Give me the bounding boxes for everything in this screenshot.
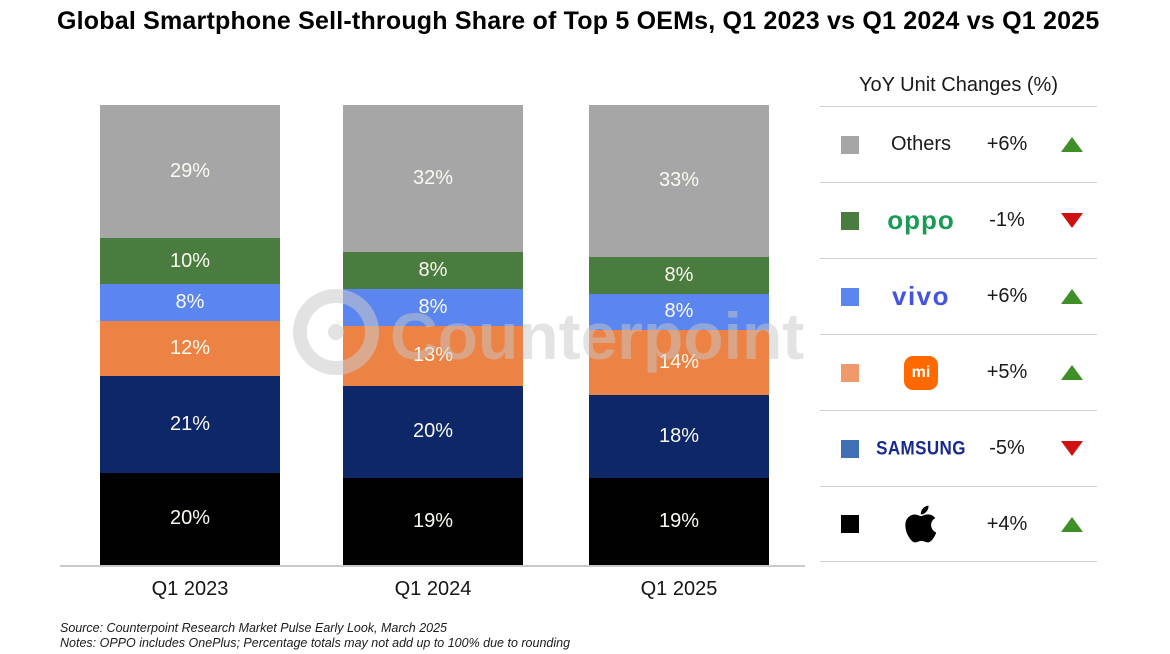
bar-segment-oppo: 8%	[589, 256, 769, 294]
bar-segment-oppo: 8%	[343, 252, 523, 289]
footer-source-line: Source: Counterpoint Research Market Pul…	[60, 621, 447, 635]
brand-area: mi	[867, 355, 975, 390]
bar-segment-oppo: 10%	[100, 238, 280, 285]
segment-value-label: 19%	[658, 509, 700, 532]
yoy-change-value: -1%	[989, 209, 1025, 231]
color-swatch-samsung	[841, 439, 859, 458]
segment-value-label: 19%	[412, 509, 454, 532]
segment-value-label: 14%	[658, 351, 700, 374]
segment-value-label: 20%	[412, 420, 454, 443]
bar-segment-others: 29%	[100, 105, 280, 239]
bar-segment-others: 32%	[343, 105, 523, 253]
up-triangle-icon	[1061, 137, 1083, 152]
segment-value-label: 21%	[169, 413, 211, 436]
bar-segment-samsung: 21%	[100, 376, 280, 473]
bar-segment-xiaomi: 13%	[343, 325, 523, 386]
bar-segment-xiaomi: 14%	[589, 330, 769, 395]
stacked-bar-q1-2024: 32% 8% 8% 13% 20% 19%	[343, 105, 523, 565]
segment-value-label: 8%	[664, 300, 694, 323]
legend-rows: Others +6% oppo -1% vivo +6% mi +5% SAMSUNG -5% +4…	[820, 106, 1097, 562]
legend-title: YoY Unit Changes (%)	[858, 74, 1058, 96]
legend-row-samsung: SAMSUNG -5%	[820, 410, 1097, 486]
stacked-bar-q1-2023: 29% 10% 8% 12% 21% 20%	[100, 105, 280, 565]
stacked-bar-q1-2025: 33% 8% 8% 14% 18% 19%	[589, 105, 769, 565]
segment-value-label: 10%	[169, 249, 211, 272]
others-label: Others	[890, 133, 952, 155]
segment-value-label: 33%	[658, 169, 700, 192]
bar-segment-xiaomi: 12%	[100, 321, 280, 377]
yoy-change-value: -5%	[989, 437, 1025, 459]
segment-value-label: 8%	[664, 263, 694, 286]
vivo-logo: vivo	[891, 281, 951, 311]
segment-value-label: 18%	[658, 424, 700, 447]
x-axis-label-q1-2025: Q1 2025	[640, 578, 718, 600]
apple-logo-icon	[905, 503, 937, 545]
legend-row-vivo: vivo +6%	[820, 258, 1097, 334]
legend-row-xiaomi: mi +5%	[820, 334, 1097, 410]
bar-segment-samsung: 18%	[589, 394, 769, 478]
legend-row-oppo: oppo -1%	[820, 182, 1097, 258]
bar-segment-apple: 19%	[589, 477, 769, 565]
mi-glyph: mi	[911, 363, 931, 381]
down-triangle-icon	[1061, 441, 1083, 456]
segment-value-label: 8%	[418, 259, 448, 282]
segment-value-label: 32%	[412, 167, 454, 190]
up-triangle-icon	[1061, 289, 1083, 304]
brand-area: vivo	[867, 281, 975, 312]
color-swatch-vivo	[841, 287, 859, 306]
yoy-change-value: +6%	[986, 285, 1028, 307]
x-axis-label-q1-2023: Q1 2023	[151, 578, 229, 600]
segment-value-label: 8%	[418, 295, 448, 318]
legend-row-apple: +4%	[820, 486, 1097, 562]
bar-segment-apple: 19%	[343, 477, 523, 565]
down-triangle-icon	[1061, 213, 1083, 228]
footer-notes: Source: Counterpoint Research Market Pul…	[60, 621, 570, 650]
bar-segment-vivo: 8%	[589, 293, 769, 331]
legend-row-others: Others +6%	[820, 106, 1097, 182]
up-triangle-icon	[1061, 365, 1083, 380]
page-title: Global Smartphone Sell-through Share of …	[57, 7, 1100, 35]
counterpoint-logo-dot-icon	[328, 324, 344, 340]
color-swatch-apple	[841, 515, 859, 533]
yoy-change-value: +6%	[986, 133, 1028, 155]
bar-segment-samsung: 20%	[343, 385, 523, 478]
color-swatch-xiaomi	[841, 363, 859, 382]
segment-value-label: 20%	[169, 507, 211, 530]
brand-area: SAMSUNG	[867, 437, 975, 459]
samsung-logo: SAMSUNG	[876, 437, 966, 459]
bar-segment-apple: 20%	[100, 472, 280, 565]
yoy-change-value: +5%	[986, 361, 1028, 383]
bar-segment-vivo: 8%	[100, 284, 280, 322]
yoy-legend: YoY Unit Changes (%) Others +6% oppo -1% viv…	[820, 64, 1097, 562]
segment-value-label: 12%	[169, 337, 211, 360]
footer-notes-line: Notes: OPPO includes OnePlus; Percentage…	[60, 635, 571, 650]
color-swatch-oppo	[841, 211, 859, 230]
brand-area: Others	[867, 133, 975, 156]
oppo-logo: oppo	[887, 205, 955, 235]
bar-segment-vivo: 8%	[343, 288, 523, 326]
x-axis-label-q1-2024: Q1 2024	[394, 578, 472, 600]
up-triangle-icon	[1061, 516, 1083, 532]
yoy-change-value: +4%	[986, 512, 1028, 535]
brand-area	[867, 503, 975, 545]
segment-value-label: 13%	[412, 344, 454, 367]
color-swatch-others	[841, 135, 859, 154]
bar-segment-others: 33%	[589, 105, 769, 257]
x-axis-line	[60, 565, 805, 567]
segment-value-label: 8%	[175, 291, 205, 314]
brand-area: oppo	[867, 205, 975, 236]
xiaomi-logo-icon: mi	[904, 355, 938, 390]
segment-value-label: 29%	[169, 160, 211, 183]
